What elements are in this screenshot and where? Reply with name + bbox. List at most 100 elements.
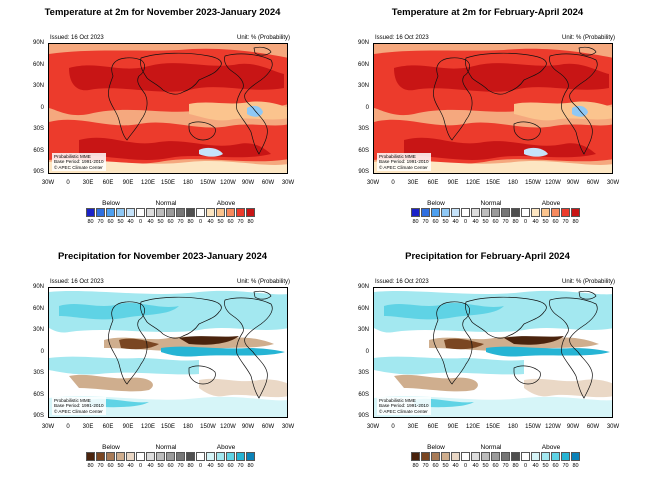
legend-value-label: 50 xyxy=(442,219,449,225)
legend-swatch xyxy=(236,208,245,217)
coastline xyxy=(578,46,597,56)
legend-value-label: 70 xyxy=(422,463,429,469)
legend-swatch xyxy=(206,452,215,461)
footnote-line: Base Period: 1991-2010 xyxy=(54,159,104,165)
lat-tick-label: 30N xyxy=(357,327,369,333)
lat-tick-label: 0 xyxy=(365,104,369,111)
legend-value-label: 70 xyxy=(97,219,104,225)
lat-tick-label: 60N xyxy=(32,61,44,68)
legend-value-label: 40 xyxy=(472,219,479,225)
coastline xyxy=(188,121,216,141)
lon-tick-label: 120W xyxy=(220,424,236,430)
legend-category-label: Below xyxy=(102,444,120,451)
lat-tick-label: 30S xyxy=(358,370,369,376)
legend-swatch xyxy=(146,208,155,217)
legend-value-label: 70 xyxy=(562,463,569,469)
legend-swatch xyxy=(501,452,510,461)
lat-tick-label: 0 xyxy=(40,104,44,111)
lon-tick-label: 150E xyxy=(160,180,176,186)
lon-tick-label: 90W xyxy=(241,424,255,430)
coastline xyxy=(578,290,597,300)
lat-tick-label: 90S xyxy=(33,169,44,175)
legend-category-label: Below xyxy=(427,200,445,207)
precipitation-anomaly-region xyxy=(394,374,478,392)
lon-tick-label: 30W xyxy=(41,180,55,186)
lon-tick-label: 180 xyxy=(507,424,519,430)
precipitation-anomaly-region xyxy=(486,346,610,357)
legend-value-label: 40 xyxy=(452,463,459,469)
lat-tick-label: 30N xyxy=(32,83,44,89)
precipitation-anomaly-region xyxy=(69,374,153,392)
legend-value-label: 0 xyxy=(463,219,468,225)
legend-swatch xyxy=(461,452,470,461)
map-footnote: Probabilistic MME Base Period: 1991-2010 ©… xyxy=(377,396,431,415)
lat-tick-label: 90N xyxy=(32,40,44,46)
legend-swatch xyxy=(431,452,440,461)
precipitation-anomaly-region xyxy=(524,378,612,398)
lat-tick-label: 90S xyxy=(358,169,369,175)
coastline xyxy=(108,57,148,141)
precipitation-anomaly-region xyxy=(161,346,285,357)
lat-tick-label: 30S xyxy=(358,126,369,132)
legend-swatch xyxy=(481,452,490,461)
legend-value-label: 50 xyxy=(482,219,489,225)
lon-tick-label: 30W xyxy=(606,180,620,186)
legend-value-label: 40 xyxy=(532,463,539,469)
lon-tick-label: 60E xyxy=(427,424,439,430)
legend-value-label: 40 xyxy=(127,219,134,225)
footnote-line: Base Period: 1991-2010 xyxy=(379,403,429,409)
legend-value-label: 40 xyxy=(532,219,539,225)
lon-tick-label: 0 xyxy=(391,424,395,430)
legend-swatch xyxy=(551,208,560,217)
lon-tick-label: 90E xyxy=(122,180,134,186)
legend-category-label: Above xyxy=(216,444,236,451)
legend-category-label: Above xyxy=(541,200,561,207)
footnote-line: © APEC Climate Center xyxy=(379,408,428,414)
legend-swatch xyxy=(431,208,440,217)
legend-swatch xyxy=(246,452,255,461)
lon-tick-label: 150W xyxy=(200,180,216,186)
legend-swatch xyxy=(471,452,480,461)
lon-tick-label: 30E xyxy=(407,180,419,186)
coastline xyxy=(465,296,547,339)
lon-tick-label: 90E xyxy=(447,424,459,430)
legend-swatch xyxy=(116,452,125,461)
legend-swatch xyxy=(521,452,530,461)
legend-value-label: 50 xyxy=(157,463,164,469)
precipitation-anomaly-region xyxy=(59,303,179,320)
unit-label: Unit: % (Probability) xyxy=(236,35,290,41)
lon-tick-label: 180 xyxy=(507,180,519,186)
legend-value-label: 80 xyxy=(187,463,194,469)
temperature-anomaly-region xyxy=(247,105,263,117)
legend-value-label: 50 xyxy=(217,463,224,469)
lon-tick-label: 120W xyxy=(220,180,236,186)
legend-value-label: 50 xyxy=(117,463,124,469)
panel-title: Temperature at 2m for February-April 202… xyxy=(391,7,584,18)
legend-swatch xyxy=(511,452,520,461)
legend-swatch xyxy=(116,208,125,217)
lat-tick-label: 60N xyxy=(357,305,369,312)
lon-tick-label: 120E xyxy=(465,424,481,430)
legend-value-label: 40 xyxy=(127,463,134,469)
legend-swatch xyxy=(166,208,175,217)
lat-tick-label: 60S xyxy=(358,147,369,154)
legend-swatch xyxy=(126,208,135,217)
legend-value-label: 60 xyxy=(552,219,559,225)
legend-swatch xyxy=(491,208,500,217)
unit-label: Unit: % (Probability) xyxy=(561,279,615,285)
legend-value-label: 60 xyxy=(107,219,114,225)
legend-swatch xyxy=(86,208,95,217)
lat-tick-label: 0 xyxy=(40,348,44,355)
legend-value-label: 70 xyxy=(422,219,429,225)
temperature-anomaly-region xyxy=(404,137,596,160)
lon-tick-label: 0 xyxy=(66,180,70,186)
legend-value-label: 80 xyxy=(572,219,579,225)
legend-swatch xyxy=(196,452,205,461)
legend-swatch xyxy=(471,208,480,217)
lon-tick-label: 60W xyxy=(586,424,600,430)
forecast-map: Probabilistic MME Base Period: 1991-2010 ©… xyxy=(48,287,288,418)
lon-tick-label: 0 xyxy=(66,424,70,430)
lon-tick-label: 30E xyxy=(407,424,419,430)
legend-swatch xyxy=(531,452,540,461)
temperature-anomaly-region xyxy=(49,160,287,173)
